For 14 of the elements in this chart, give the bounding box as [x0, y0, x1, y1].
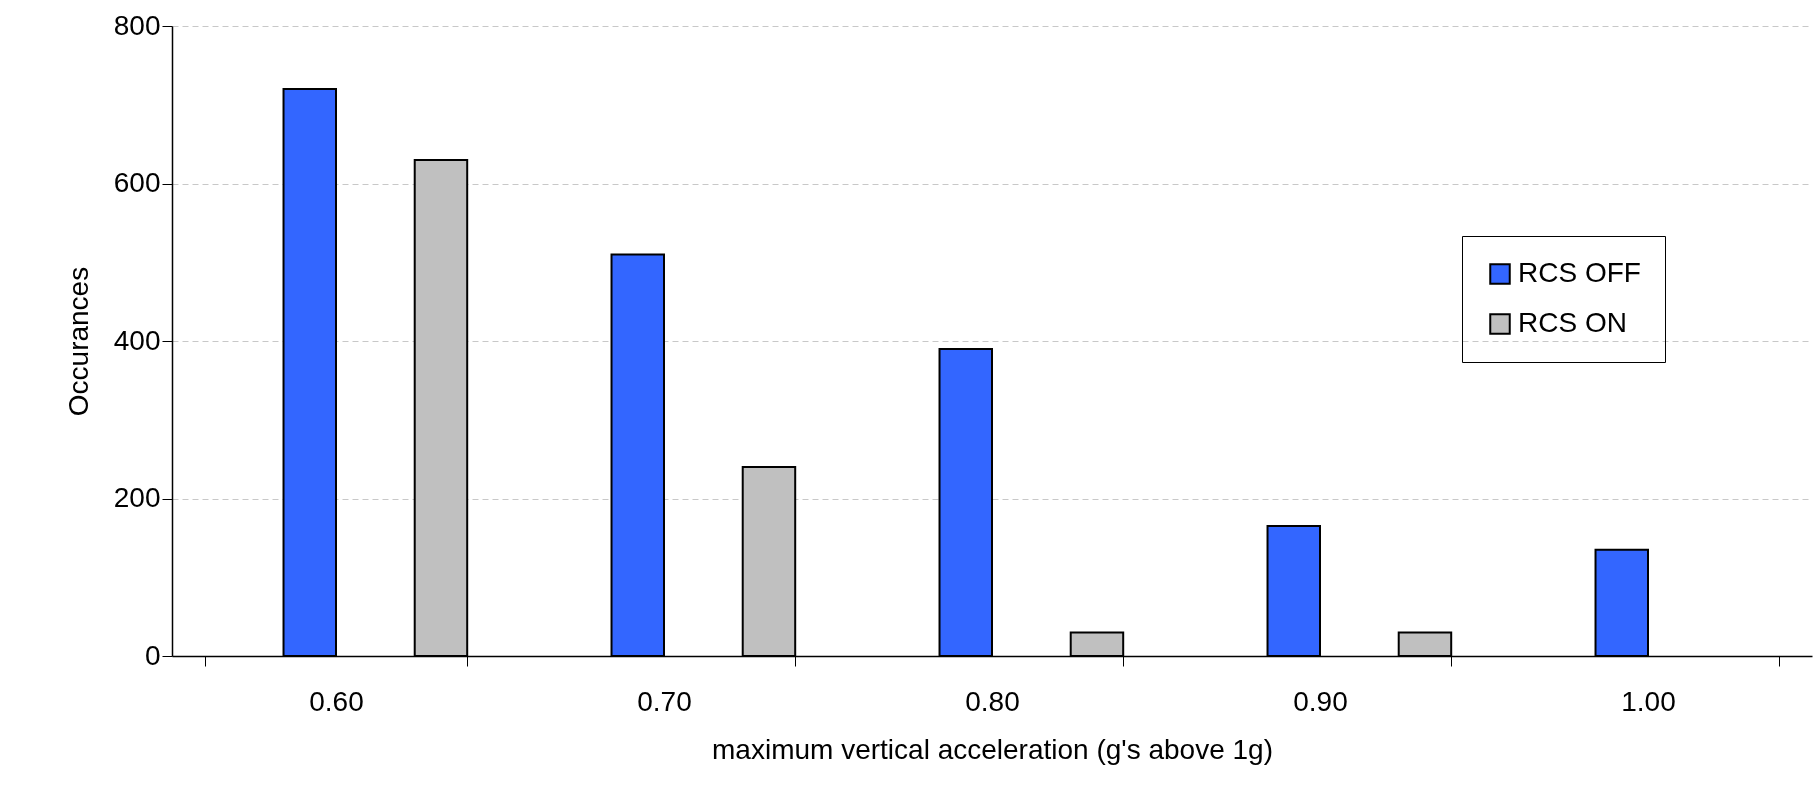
y-tick-label: 0 — [144, 639, 161, 671]
y-tick-label: 800 — [113, 9, 161, 41]
legend-label: RCS OFF — [1518, 257, 1641, 288]
x-axis-title: maximum vertical acceleration (g's above 1g) — [712, 733, 1273, 765]
x-tick-label: 0.60 — [309, 685, 364, 717]
x-tick-label: 0.70 — [637, 685, 692, 717]
legend-label: RCS ON — [1518, 307, 1627, 338]
x-tick-label: 1.00 — [1621, 685, 1676, 717]
x-tick-label: 0.90 — [1293, 685, 1348, 717]
x-tick-label: 0.80 — [965, 685, 1020, 717]
y-tick-label: 600 — [113, 167, 161, 198]
y-tick-label: 200 — [113, 482, 161, 513]
y-tick-label: 400 — [113, 324, 161, 356]
y-axis-title: Occurances — [62, 266, 94, 417]
